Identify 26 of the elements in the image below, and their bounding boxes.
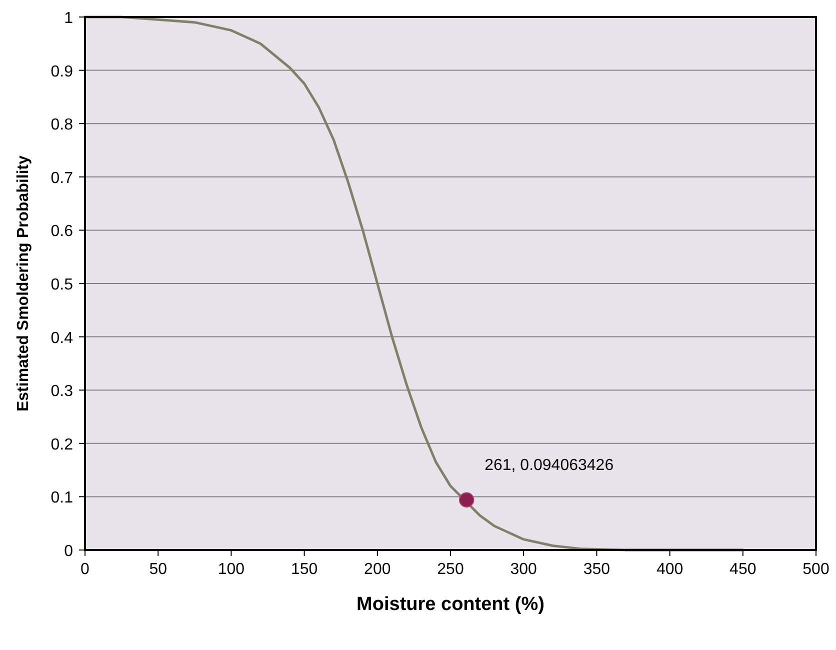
y-tick-label: 0.7: [50, 170, 74, 187]
x-tick-label: 200: [364, 561, 391, 578]
x-tick-label: 400: [656, 561, 684, 578]
x-axis-title: Moisture content (%): [356, 594, 544, 615]
y-tick-label: 0.4: [50, 330, 74, 347]
x-tick-label: 350: [583, 561, 610, 578]
annotation: 261, 0.094063426: [484, 456, 614, 474]
y-tick-label: 0.8: [50, 116, 74, 134]
x-tick-label: 100: [218, 561, 245, 578]
x-tick-label: 0: [80, 561, 90, 578]
y-tick-label: 0.9: [50, 63, 74, 80]
y-tick-label: 0.3: [50, 383, 74, 400]
x-tick-label: 50: [149, 561, 168, 578]
x-tick-label: 250: [437, 561, 464, 578]
y-tick-label: 0.1: [50, 490, 74, 507]
line-series: [84, 16, 628, 552]
y-tick-label: 0: [64, 543, 74, 560]
y-tick-label: 0.6: [50, 223, 74, 240]
x-tick-label: 300: [510, 561, 538, 578]
y-tick-label: 1: [64, 10, 74, 27]
y-tick-label: 0.5: [50, 276, 74, 294]
x-tick-label: 150: [290, 561, 318, 578]
y-axis-title: Estimated Smoldering Probability: [15, 155, 32, 412]
x-tick-label: 500: [802, 561, 830, 578]
y-tick-label: 0.2: [50, 436, 74, 454]
x-tick-label: 450: [730, 561, 756, 578]
